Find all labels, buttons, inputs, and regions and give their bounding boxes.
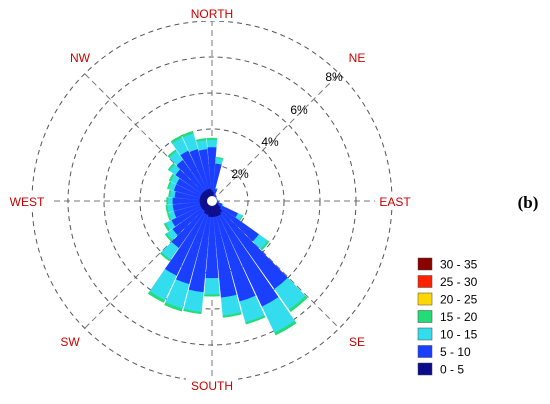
sector-300-band-3 [168,173,175,182]
sector-240-band-3 [163,222,171,232]
direction-label-north: NORTH [191,7,233,21]
sector-160-band-3 [245,315,266,325]
sector-180-band-3 [204,294,220,297]
sector-170-band-3 [222,312,242,318]
west-label-bg [6,193,50,209]
sector-130-band-3 [260,240,270,251]
legend-swatch-0 [417,257,433,271]
sector-150-band-3 [274,320,297,336]
legend-swatch-4 [417,327,433,341]
direction-label-south: SOUTH [191,379,233,393]
sector-0-band-2 [206,139,218,148]
direction-label-se: SE [349,335,365,349]
sector-190-band-3 [183,308,202,315]
sector-170-band-2 [220,294,242,316]
sector-340-band-3 [181,130,194,138]
legend-label-2: 20 - 25 [440,293,478,307]
sector-350-band-2 [196,139,208,151]
wind-sectors [147,130,308,336]
sector-320-band-3 [167,149,177,158]
direction-label-sw: SW [60,335,80,349]
sector-20-band-2 [215,187,218,190]
direction-label-nw: NW [70,51,91,65]
sector-310-band-3 [167,162,176,172]
north-label-bg [186,5,238,21]
sector-230-band-3 [164,233,173,242]
ring-label-4pct: 4% [261,135,279,149]
sector-260-band-3 [165,205,169,213]
calm-center [207,196,217,206]
ring-label-2pct: 2% [231,167,249,181]
ring-8pct [67,56,357,346]
east-label-bg [375,193,415,209]
sector-290-band-3 [166,181,172,190]
legend-swatch-5 [417,345,433,358]
legend-label-4: 10 - 15 [440,328,478,342]
legend-label-3: 15 - 20 [440,310,478,324]
direction-label-ne: NE [349,51,366,65]
sector-220-band-3 [159,251,171,262]
legend-swatch-6 [417,362,433,376]
direction-label-east: EAST [379,195,411,209]
legend-swatch-3 [417,310,433,323]
ring-6pct [103,92,321,310]
ring-label-6pct: 6% [290,103,308,117]
sector-330-band-3 [170,135,183,144]
legend-label-6: 0 - 5 [440,363,464,377]
sector-120-band-3 [239,215,244,221]
legend: 30 - 35 25 - 30 20 - 25 15 - 20 10 - 15 5 - 1… [417,257,478,377]
panel-label: (b) [518,193,539,212]
sector-10-band-3 [215,156,224,160]
legend-label-0: 30 - 35 [440,258,478,272]
sector-270-band-2 [167,197,173,205]
sector-250-band-3 [166,212,172,221]
sector-200-band-3 [164,302,183,312]
sector-0-band-3 [206,137,218,141]
sector-280-band-3 [168,189,172,198]
ring-label-8pct: 8% [325,70,343,84]
legend-label-5: 5 - 10 [440,345,471,359]
direction-label-west: WEST [10,195,45,209]
legend-swatch-2 [417,292,433,306]
sector-180-band-2 [204,277,220,295]
sector-140-band-3 [288,295,308,313]
south-label-bg [186,378,238,394]
legend-label-1: 25 - 30 [440,275,478,289]
sector-210-band-3 [147,291,166,303]
legend-swatch-1 [417,275,433,288]
sector-350-band-3 [195,138,207,143]
sector-270-band-3 [166,197,169,205]
